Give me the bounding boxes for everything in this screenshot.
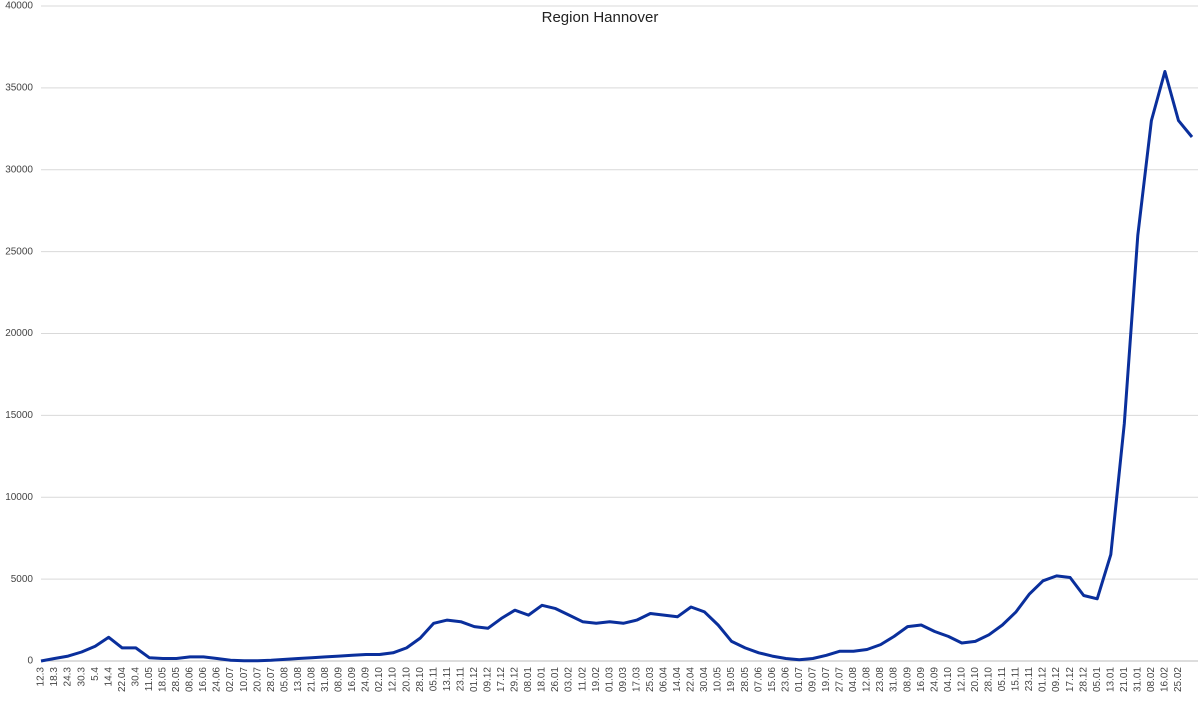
x-tick-label: 24.3: [63, 667, 74, 687]
x-tick-label: 13.01: [1105, 667, 1116, 692]
x-tick-label: 30.04: [699, 667, 710, 692]
x-tick-label: 11.05: [144, 667, 155, 692]
x-tick-label: 05.01: [1092, 667, 1103, 692]
x-tick-label: 20.10: [970, 667, 981, 692]
x-tick-label: 16.09: [347, 667, 358, 692]
x-tick-label: 25.03: [645, 667, 656, 692]
x-tick-label: 19.07: [821, 667, 832, 692]
x-tick-label: 01.03: [604, 667, 615, 692]
x-tick-label: 23.11: [1024, 667, 1035, 692]
x-tick-label: 5.4: [90, 667, 101, 681]
x-tick-label: 05.11: [997, 667, 1008, 692]
chart-title: Region Hannover: [542, 9, 659, 26]
x-tick-label: 06.04: [659, 667, 670, 692]
x-tick-label: 05.11: [428, 667, 439, 692]
x-tick-label: 21.08: [306, 667, 317, 692]
x-tick-label: 28.10: [415, 667, 426, 692]
x-tick-label: 31.08: [889, 667, 900, 692]
x-tick-label: 09.07: [807, 667, 818, 692]
x-tick-label: 12.10: [956, 667, 967, 692]
x-tick-label: 07.06: [753, 667, 764, 692]
x-tick-label: 22.04: [686, 667, 697, 692]
x-tick-label: 17.12: [496, 667, 507, 692]
x-tick-label: 12.08: [862, 667, 873, 692]
x-tick-label: 05.08: [279, 667, 290, 692]
x-tick-label: 26.01: [550, 667, 561, 692]
x-tick-label: 12.10: [388, 667, 399, 692]
y-tick-label: 10000: [5, 492, 33, 503]
x-tick-label: 04.10: [943, 667, 954, 692]
y-tick-label: 15000: [5, 410, 33, 421]
x-tick-label: 28.05: [740, 667, 751, 692]
y-tick-label: 0: [27, 656, 33, 667]
x-tick-label: 27.07: [835, 667, 846, 692]
x-tick-label: 28.07: [266, 667, 277, 692]
data-line: [40, 70, 1194, 663]
y-tick-label: 40000: [5, 1, 33, 12]
x-tick-label: 16.06: [198, 667, 209, 692]
x-tick-label: 16.09: [916, 667, 927, 692]
x-tick-label: 04.08: [848, 667, 859, 692]
x-tick-label: 09.03: [618, 667, 629, 692]
x-tick-label: 02.07: [225, 667, 236, 692]
x-tick-label: 18.05: [158, 667, 169, 692]
x-tick-label: 10.07: [239, 667, 250, 692]
x-tick-label: 10.05: [713, 667, 724, 692]
x-tick-label: 01.12: [1038, 667, 1049, 692]
x-tick-label: 28.12: [1078, 667, 1089, 692]
x-tick-label: 13.08: [293, 667, 304, 692]
x-tick-label: 01.12: [469, 667, 480, 692]
x-tick-label: 19.05: [726, 667, 737, 692]
x-tick-label: 11.02: [577, 667, 588, 692]
x-tick-label: 20.07: [252, 667, 263, 692]
x-tick-label: 28.05: [171, 667, 182, 692]
y-tick-label: 20000: [5, 328, 33, 339]
y-tick-label: 35000: [5, 83, 33, 94]
x-tick-label: 22.04: [117, 667, 128, 692]
x-tick-label: 25.02: [1173, 667, 1184, 692]
x-tick-label: 17.03: [631, 667, 642, 692]
x-tick-label: 14.4: [103, 667, 114, 687]
x-tick-label: 30.3: [76, 667, 87, 687]
x-tick-label: 09.12: [1051, 667, 1062, 692]
x-tick-label: 08.02: [1146, 667, 1157, 692]
x-tick-label: 08.09: [334, 667, 345, 692]
x-tick-label: 20.10: [401, 667, 412, 692]
x-tick-label: 01.07: [794, 667, 805, 692]
x-tick-label: 23.11: [455, 667, 466, 692]
x-tick-label: 08.06: [185, 667, 196, 692]
x-tick-label: 31.08: [320, 667, 331, 692]
x-tick-label: 24.06: [212, 667, 223, 692]
x-tick-label: 02.10: [374, 667, 385, 692]
x-tick-label: 14.04: [672, 667, 683, 692]
x-tick-label: 23.08: [875, 667, 886, 692]
x-tick-label: 18.3: [49, 667, 60, 687]
x-tick-label: 03.02: [564, 667, 575, 692]
x-tick-label: 08.09: [902, 667, 913, 692]
x-tick-label: 30.4: [130, 667, 141, 687]
x-tick-label: 24.09: [929, 667, 940, 692]
x-tick-label: 09.12: [482, 667, 493, 692]
x-tick-label: 18.01: [537, 667, 548, 692]
x-tick-label: 23.06: [780, 667, 791, 692]
x-tick-label: 15.06: [767, 667, 778, 692]
x-tick-label: 28.10: [984, 667, 995, 692]
x-tick-label: 13.11: [442, 667, 453, 692]
x-tick-label: 17.12: [1065, 667, 1076, 692]
y-tick-label: 30000: [5, 164, 33, 175]
y-tick-label: 5000: [11, 574, 34, 585]
x-tick-label: 19.02: [591, 667, 602, 692]
x-tick-label: 12.3: [36, 667, 47, 687]
x-tick-label: 24.09: [361, 667, 372, 692]
x-tick-label: 29.12: [510, 667, 521, 692]
x-tick-label: 21.01: [1119, 667, 1130, 692]
y-tick-label: 25000: [5, 246, 33, 257]
x-tick-label: 31.01: [1132, 667, 1143, 692]
x-tick-label: 08.01: [523, 667, 534, 692]
x-tick-label: 16.02: [1160, 667, 1171, 692]
x-tick-label: 15.11: [1011, 667, 1022, 692]
